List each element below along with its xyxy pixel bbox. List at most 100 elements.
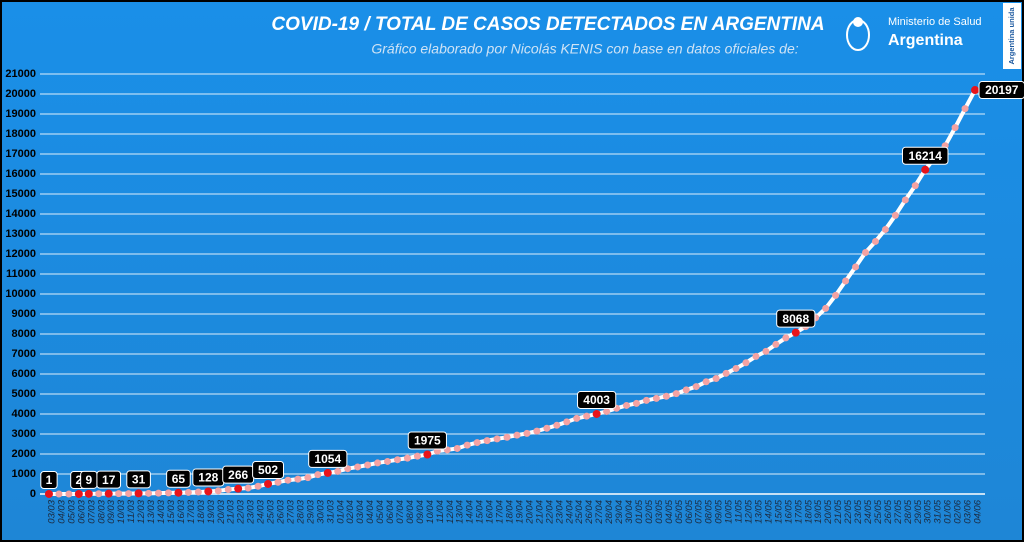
x-tick-label: 19/04 (514, 500, 525, 524)
data-label-box (978, 81, 1024, 100)
x-tick-label: 22/04 (544, 500, 555, 525)
data-point (254, 482, 262, 490)
data-point (642, 396, 650, 404)
x-tick-label: 06/05 (684, 499, 695, 523)
x-tick-label: 10/03 (116, 499, 127, 523)
data-point (493, 435, 501, 443)
data-point (384, 457, 392, 465)
y-tick-label: 7000 (12, 348, 36, 360)
chart-subtitle: Gráfico elaborado por Nicolás KENIS con … (371, 41, 798, 57)
data-point (672, 390, 680, 398)
x-tick-label: 24/04 (564, 500, 575, 525)
data-point (772, 340, 780, 348)
x-tick-label: 20/04 (524, 500, 535, 525)
x-tick-label: 12/03 (136, 499, 147, 523)
data-point (712, 374, 720, 382)
x-tick-label: 09/03 (106, 499, 117, 523)
x-tick-label: 10/04 (425, 500, 436, 524)
series-line (48, 89, 977, 496)
logo-badge (1003, 3, 1021, 69)
data-point (184, 488, 192, 496)
logo-badge-text: Argentina unida (1007, 7, 1016, 65)
x-tick-label: 04/04 (365, 500, 376, 524)
x-tick-label: 15/04 (475, 500, 486, 524)
y-tick-label: 19000 (5, 108, 36, 120)
data-label: 502 (258, 463, 278, 477)
y-tick-label: 21000 (5, 68, 36, 80)
x-tick-label: 29/03 (305, 499, 316, 524)
data-point (214, 487, 222, 495)
x-tick-label: 22/05 (843, 499, 854, 524)
data-point (44, 489, 53, 498)
y-tick-label: 14000 (5, 208, 36, 220)
data-label: 8068 (782, 312, 809, 326)
y-tick-label: 6000 (12, 368, 36, 380)
data-point (65, 490, 73, 498)
logo-sun (853, 17, 863, 27)
data-point (871, 237, 879, 245)
data-point (791, 328, 800, 337)
data-point (702, 378, 710, 386)
data-label: 1 (46, 473, 53, 487)
data-point (563, 418, 571, 426)
data-point (314, 471, 322, 479)
data-point (403, 454, 411, 462)
data-point (304, 474, 312, 482)
data-point (842, 277, 850, 285)
x-tick-label: 16/03 (176, 499, 187, 523)
data-point (971, 86, 980, 95)
data-label-box (308, 449, 348, 468)
data-point (852, 263, 860, 271)
x-tick-label: 20/03 (216, 499, 227, 524)
data-point (413, 452, 421, 460)
x-tick-label: 26/03 (276, 499, 287, 524)
data-point (364, 461, 372, 469)
x-tick-label: 08/04 (405, 500, 416, 524)
data-point (294, 475, 302, 483)
data-point (583, 412, 591, 420)
data-point (623, 401, 631, 409)
data-point (682, 386, 690, 394)
x-tick-label: 05/05 (674, 499, 685, 523)
x-tick-label: 22/03 (236, 499, 247, 524)
x-tick-label: 04/05 (664, 499, 675, 523)
data-point (234, 484, 243, 493)
x-tick-label: 17/05 (793, 499, 804, 523)
x-tick-label: 21/03 (226, 499, 237, 524)
data-label-box (252, 460, 284, 479)
x-tick-label: 13/04 (455, 500, 466, 524)
x-tick-label: 03/06 (963, 499, 974, 523)
data-point (533, 427, 541, 435)
x-tick-label: 24/05 (863, 499, 874, 524)
x-tick-label: 10/05 (724, 499, 735, 523)
x-tick-label: 13/03 (146, 499, 157, 523)
y-tick-label: 5000 (12, 388, 36, 400)
y-tick-label: 16000 (5, 168, 36, 180)
data-point (911, 182, 919, 190)
chart-title: COVID-19 / TOTAL DE CASOS DETECTADOS EN … (271, 14, 824, 35)
data-point (592, 409, 601, 418)
x-tick-label: 11/04 (435, 500, 446, 523)
x-tick-label: 18/04 (505, 500, 516, 524)
data-point (453, 444, 461, 452)
data-label: 31 (132, 473, 146, 487)
data-point (393, 456, 401, 464)
y-tick-label: 0 (30, 488, 36, 500)
x-tick-label: 08/03 (96, 499, 107, 523)
x-tick-label: 25/03 (266, 499, 277, 524)
data-point (662, 392, 670, 400)
x-tick-label: 14/04 (465, 500, 476, 524)
x-tick-label: 30/05 (923, 499, 934, 523)
y-tick-label: 8000 (12, 328, 36, 340)
x-tick-label: 21/04 (534, 500, 545, 525)
data-point (652, 394, 660, 402)
x-tick-label: 01/05 (634, 499, 645, 523)
x-tick-label: 23/04 (554, 500, 565, 525)
data-label: 266 (228, 468, 248, 482)
data-point (334, 467, 342, 475)
data-point (264, 479, 273, 488)
data-point (224, 486, 232, 493)
data-point (164, 489, 172, 497)
data-point (951, 124, 959, 132)
